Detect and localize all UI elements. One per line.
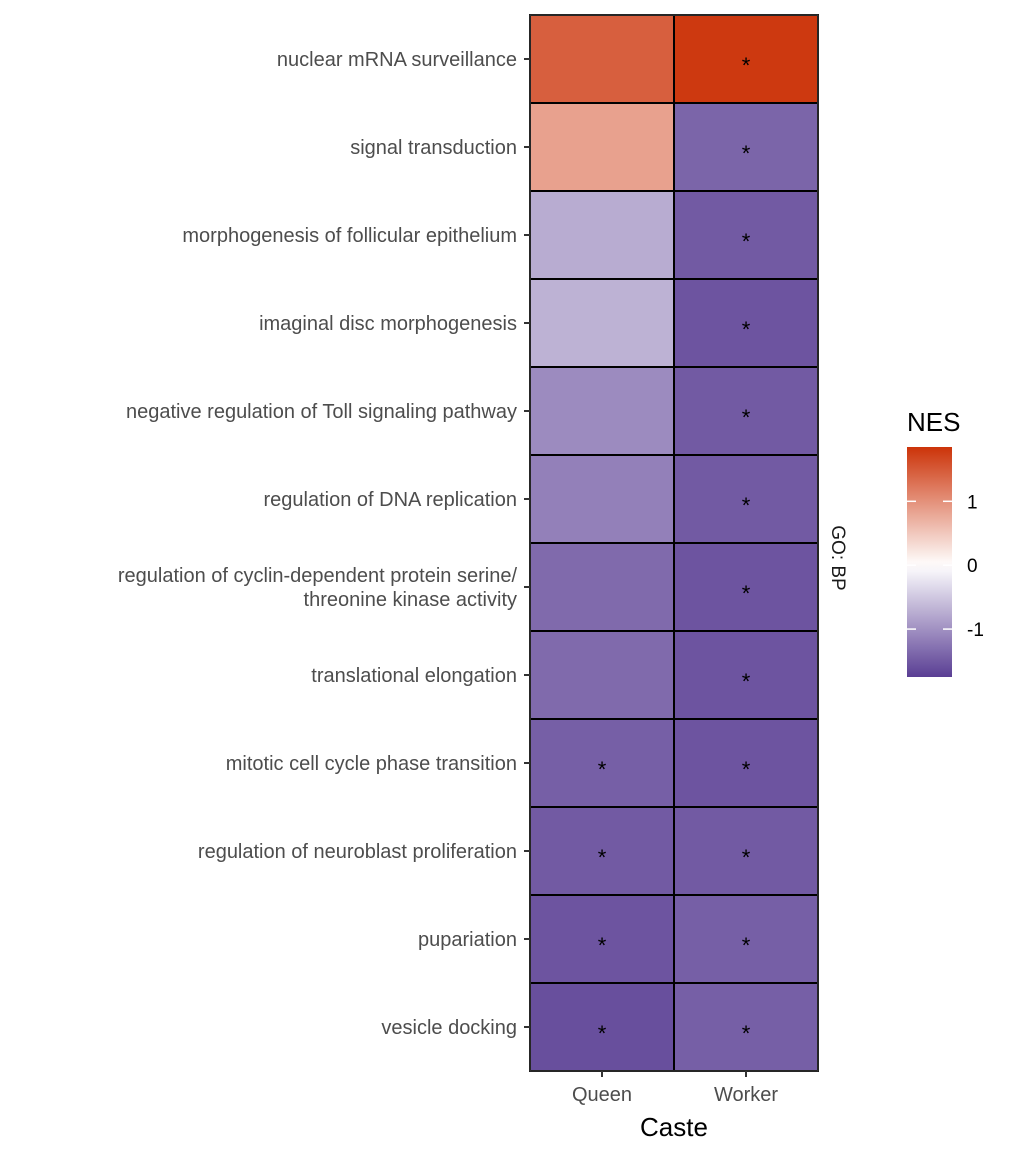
y-tick-label: translational elongation [311, 665, 517, 687]
significance-star: * [742, 405, 751, 430]
heatmap-cell [529, 454, 675, 544]
y-tick-label: pupariation [418, 929, 517, 951]
heatmap-cell [673, 190, 819, 280]
heatmap-cell [673, 14, 819, 104]
heatmap-cell [529, 542, 675, 632]
heatmap-cell [673, 630, 819, 720]
heatmap-cell [529, 278, 675, 368]
heatmap-cell [673, 718, 819, 808]
y-tick-label: morphogenesis of follicular epithelium [182, 225, 517, 247]
y-tick-label: regulation of neuroblast proliferation [198, 841, 517, 863]
heatmap-cell [529, 630, 675, 720]
heatmap-cell [673, 454, 819, 544]
legend-colorbar [907, 447, 952, 677]
heatmap-cell [529, 190, 675, 280]
y-tick-label: regulation of DNA replication [264, 489, 517, 511]
heatmap-cell [673, 982, 819, 1072]
y-axis-ticks: nuclear mRNA surveillance signal transduc… [118, 49, 530, 1039]
significance-star: * [742, 1021, 751, 1046]
significance-star: * [598, 933, 607, 958]
x-tick-label: Worker [714, 1084, 778, 1106]
significance-star: * [742, 933, 751, 958]
heatmap-cells [529, 14, 819, 1072]
x-tick-label: Queen [572, 1084, 632, 1106]
significance-star: * [742, 317, 751, 342]
color-legend: NES 1 0 -1 [907, 407, 984, 677]
legend-tick-label: 1 [967, 492, 978, 513]
significance-star: * [598, 757, 607, 782]
significance-star: * [742, 229, 751, 254]
heatmap-cell [529, 14, 675, 104]
x-axis-ticks: Queen Worker [572, 1071, 778, 1106]
legend-tick-label: 0 [967, 556, 978, 577]
y-tick-label: imaginal disc morphogenesis [259, 313, 517, 335]
legend-ticks: 1 0 -1 [907, 492, 984, 641]
y-tick-label: mitotic cell cycle phase transition [226, 753, 517, 775]
significance-markers: * * * * * * * * * * * * * * * * [598, 53, 751, 1046]
significance-star: * [742, 581, 751, 606]
significance-star: * [742, 493, 751, 518]
heatmap-cell [673, 102, 819, 192]
significance-star: * [742, 845, 751, 870]
heatmap-cell [529, 102, 675, 192]
significance-star: * [742, 53, 751, 78]
significance-star: * [598, 1021, 607, 1046]
significance-star: * [598, 845, 607, 870]
y-tick-label: regulation of cyclin-dependent protein s… [118, 565, 518, 611]
heatmap-cell [673, 806, 819, 896]
panel-border [529, 14, 819, 1072]
y-tick-label: vesicle docking [381, 1017, 517, 1039]
y-tick-label: signal transduction [350, 137, 517, 159]
facet-strip-label: GO: BP [827, 525, 848, 590]
x-axis-title: Caste [640, 1112, 708, 1142]
significance-star: * [742, 141, 751, 166]
significance-star: * [742, 669, 751, 694]
y-tick-label: negative regulation of Toll signaling pa… [126, 401, 517, 423]
heatmap-cell [529, 366, 675, 456]
heatmap-cell [673, 894, 819, 984]
legend-tick-label: -1 [967, 620, 984, 641]
legend-title: NES [907, 407, 960, 437]
y-tick-label: nuclear mRNA surveillance [277, 49, 517, 71]
significance-star: * [742, 757, 751, 782]
